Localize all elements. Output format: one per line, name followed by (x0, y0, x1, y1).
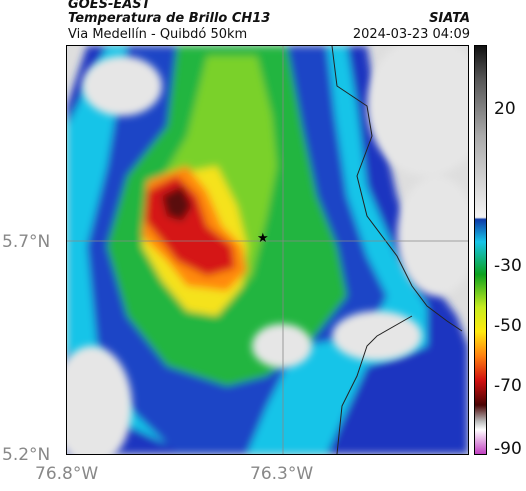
route-subtitle: Via Medellín - Quibdó 50km (68, 27, 248, 42)
brightness-temperature-map: ★ (52, 36, 487, 466)
y-tick-5-2: 5.2°N (2, 445, 51, 465)
timestamp-label: 2024-03-23 04:09 (352, 27, 470, 42)
satellite-title: GOES-EAST (68, 0, 151, 12)
colorbar-tick-20: 20 (494, 99, 516, 119)
map-canvas (52, 36, 487, 466)
colorbar (474, 45, 487, 455)
colorbar-tick-minus50: -50 (494, 316, 522, 336)
y-tick-5-7: 5.7°N (2, 232, 51, 252)
star-icon: ★ (257, 231, 269, 246)
colorbar-tick-minus70: -70 (494, 376, 522, 396)
x-tick-76-8: 76.8°W (35, 464, 99, 484)
colorbar-tick-minus30: -30 (494, 256, 522, 276)
x-tick-76-3: 76.3°W (250, 464, 314, 484)
organization-label: SIATA (429, 11, 470, 26)
product-title: Temperatura de Brillo CH13 (68, 11, 271, 26)
colorbar-tick-minus90: -90 (494, 439, 522, 459)
coastline (331, 45, 463, 455)
